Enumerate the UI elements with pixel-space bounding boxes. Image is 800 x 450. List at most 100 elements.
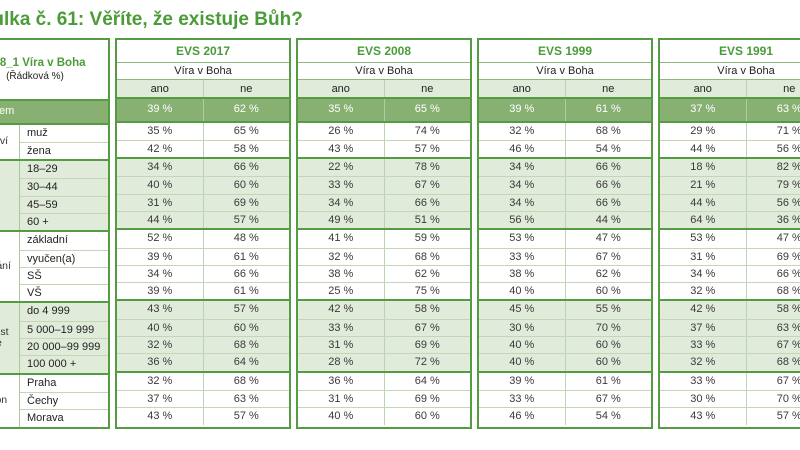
table-row: 33 % 67 % [479, 247, 651, 265]
value-cell: 56 % [745, 140, 800, 158]
value-cell: 68 % [745, 283, 800, 300]
evs-2017-block: EVS 2017 Víra v Boha ano ne 39 % 62 % 35 … [115, 38, 291, 429]
value-cell: 36 % [147, 356, 173, 369]
value-cell: 44 % [564, 211, 652, 229]
value-cell: 62 % [383, 265, 471, 283]
group-education: Vzdělání základní vyučen(a) SŠ VŠ [0, 230, 108, 302]
table-row: 38 % 62 % [479, 264, 652, 283]
value-cell: 18 % [690, 161, 716, 174]
value-cell: 31 % [328, 392, 354, 405]
table-row: 30 % 70 % [660, 389, 800, 408]
row-label: 45–59 [20, 195, 108, 213]
table-row: 37 % 63 % [117, 389, 289, 408]
group-label-age: Věk [0, 161, 20, 231]
value-cell: 44 % [147, 213, 173, 226]
value-cell: 32 % [690, 285, 716, 298]
value-cell: 66 % [745, 265, 800, 283]
value-cell: 31 % [690, 250, 716, 263]
value-cell: 62 % [564, 265, 652, 283]
value-cell: 63 % [745, 319, 800, 337]
col-header-ne: ne [383, 80, 471, 97]
value-cell: 39 % [509, 103, 535, 115]
value-cell: 68 % [202, 337, 290, 354]
value-cell: 67 % [383, 319, 471, 337]
value-cell: 32 % [509, 124, 535, 137]
survey-name: EVS 2017 [117, 40, 289, 63]
value-cell: 40 % [147, 321, 173, 334]
value-cell: 66 % [564, 194, 652, 211]
value-cell: 39 % [147, 250, 173, 263]
value-cell: 42 % [328, 303, 354, 316]
value-cell: 33 % [509, 250, 535, 263]
value-cell: 57 % [202, 301, 290, 319]
table-row: 39 % 61 % [117, 247, 290, 265]
value-cell: 40 % [509, 356, 535, 369]
value-cell: 66 % [383, 194, 471, 211]
value-cell: 46 % [509, 410, 535, 423]
table-row: 32 % 68 % [298, 247, 470, 265]
table-row: 40 % 60 % [479, 282, 651, 300]
table-row: 42 % 58 % [117, 139, 290, 158]
group-education-values: 52 % 48 % 39 % 61 % 34 % 66 % 39 % 61 % [117, 228, 290, 300]
value-cell: 70 % [564, 319, 652, 337]
value-cell: 21 % [690, 179, 716, 192]
value-cell: 74 % [383, 122, 471, 140]
value-cell: 79 % [745, 177, 800, 194]
variable-label: O18_1 Víra v Boha [0, 57, 86, 69]
page: Tabulka č. 61: Věříte, že existuje Bůh? … [0, 9, 800, 429]
value-cell: 58 % [202, 140, 290, 158]
table-row: 44 % 57 % [117, 210, 289, 229]
table-row: 43 % 57 % [117, 301, 290, 319]
value-cell: 67 % [745, 337, 800, 354]
value-cell: 42 % [690, 303, 716, 316]
table-row: 44 % 56 % [660, 139, 800, 158]
row-label: 5 000–19 999 [20, 320, 108, 338]
value-cell: 44 % [690, 196, 716, 209]
value-cell: 60 % [564, 337, 652, 354]
group-municipality-values: 43 % 57 % 40 % 60 % 32 % 68 % 36 % 64 % [117, 299, 290, 371]
table-row: 34 % 66 % [479, 193, 652, 211]
value-cell: 68 % [202, 372, 290, 390]
value-cell: 30 % [509, 321, 535, 334]
table-row: 52 % 48 % [117, 230, 290, 248]
value-cell: 40 % [147, 179, 173, 192]
value-cell: 61 % [202, 248, 290, 265]
group-municipality-values: 42 % 58 % 33 % 67 % 31 % 69 % 28 % 72 % [298, 299, 471, 371]
value-cell: 34 % [328, 196, 354, 209]
col-header-ano: ano [150, 83, 169, 95]
variable-sublabel: (Řádková %) [6, 71, 64, 82]
measure-label: Víra v Boha [660, 63, 800, 80]
row-label: žena [20, 141, 108, 159]
row-label: 60 + [20, 212, 108, 230]
value-cell: 40 % [328, 410, 354, 423]
col-header-ano: ano [693, 83, 712, 95]
group-education-values: 53 % 47 % 31 % 69 % 34 % 66 % 32 % 68 % [660, 228, 800, 300]
col-header-ne: ne [745, 80, 800, 97]
table-row: 45 % 55 % [479, 301, 651, 319]
value-cell: 35 % [147, 124, 173, 137]
table-row: 43 % 57 % [660, 407, 800, 425]
answer-header-row: ano ne [479, 80, 651, 99]
value-cell: 68 % [564, 122, 652, 140]
value-cell: 69 % [745, 248, 800, 265]
value-cell: 57 % [745, 408, 800, 425]
group-age-values: 18 % 82 % 21 % 79 % 44 % 56 % 64 % 36 % [660, 157, 800, 229]
value-cell: 54 % [564, 140, 652, 158]
value-cell: 43 % [690, 410, 716, 423]
value-cell: 67 % [564, 390, 652, 408]
row-label: SŠ [20, 266, 108, 284]
value-cell: 43 % [147, 410, 173, 423]
table-row: 25 % 75 % [298, 282, 470, 300]
group-age-values: 34 % 66 % 34 % 66 % 34 % 66 % 56 % 44 % [479, 157, 652, 229]
table-row: 29 % 71 % [660, 122, 800, 140]
group-education-values: 41 % 59 % 32 % 68 % 38 % 62 % 25 % 75 % [298, 228, 471, 300]
value-cell: 69 % [383, 390, 471, 408]
value-cell: 48 % [202, 230, 290, 248]
value-cell: 44 % [690, 142, 716, 155]
value-cell: 68 % [745, 354, 800, 371]
value-cell: 66 % [202, 265, 290, 283]
value-cell: 33 % [328, 321, 354, 334]
table-row: 32 % 68 % [660, 353, 800, 371]
value-cell: 46 % [509, 142, 535, 155]
value-cell: 31 % [328, 339, 354, 352]
